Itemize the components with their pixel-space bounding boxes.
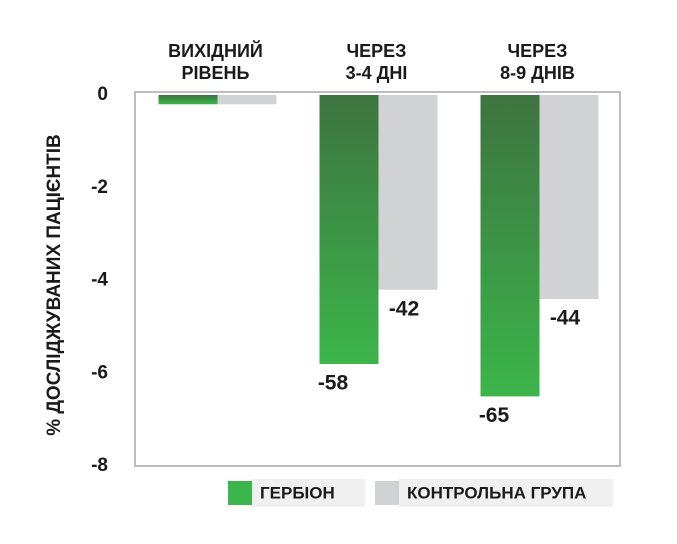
bar — [158, 95, 218, 105]
legend-label: КОНТРОЛЬНА ГРУПА — [407, 483, 586, 502]
legend-label: ГЕРБІОН — [260, 483, 335, 502]
y-tick-label: -4 — [91, 270, 108, 291]
x-category-label: РІВЕНЬ — [182, 63, 250, 83]
y-axis-label: % ДОСЛІДЖУВАНИХ ПАЦІЄНТІВ — [44, 134, 65, 436]
data-label: -42 — [389, 297, 419, 320]
x-category-label: 3-4 ДНІ — [346, 63, 408, 83]
bar — [319, 95, 379, 364]
data-label: -44 — [550, 307, 581, 330]
y-tick-label: -8 — [91, 455, 108, 476]
bar — [480, 95, 540, 397]
y-tick-label: -2 — [91, 177, 108, 198]
x-category-label: 8-9 ДНІВ — [500, 63, 575, 83]
y-tick-label: -6 — [91, 362, 108, 383]
y-tick-label: 0 — [97, 84, 108, 105]
data-label: -58 — [318, 372, 349, 395]
legend-swatch — [228, 481, 252, 505]
legend-swatch — [375, 481, 399, 505]
bar — [217, 95, 277, 105]
bar — [539, 95, 599, 300]
legend-background — [399, 479, 613, 507]
x-category-label: ЧЕРЕЗ — [508, 41, 568, 61]
data-label: -65 — [479, 404, 510, 427]
x-category-label: ВИХІДНИЙ — [168, 40, 263, 61]
bar — [378, 95, 438, 290]
legend-background — [252, 479, 365, 507]
x-category-label: ЧЕРЕЗ — [347, 41, 407, 61]
